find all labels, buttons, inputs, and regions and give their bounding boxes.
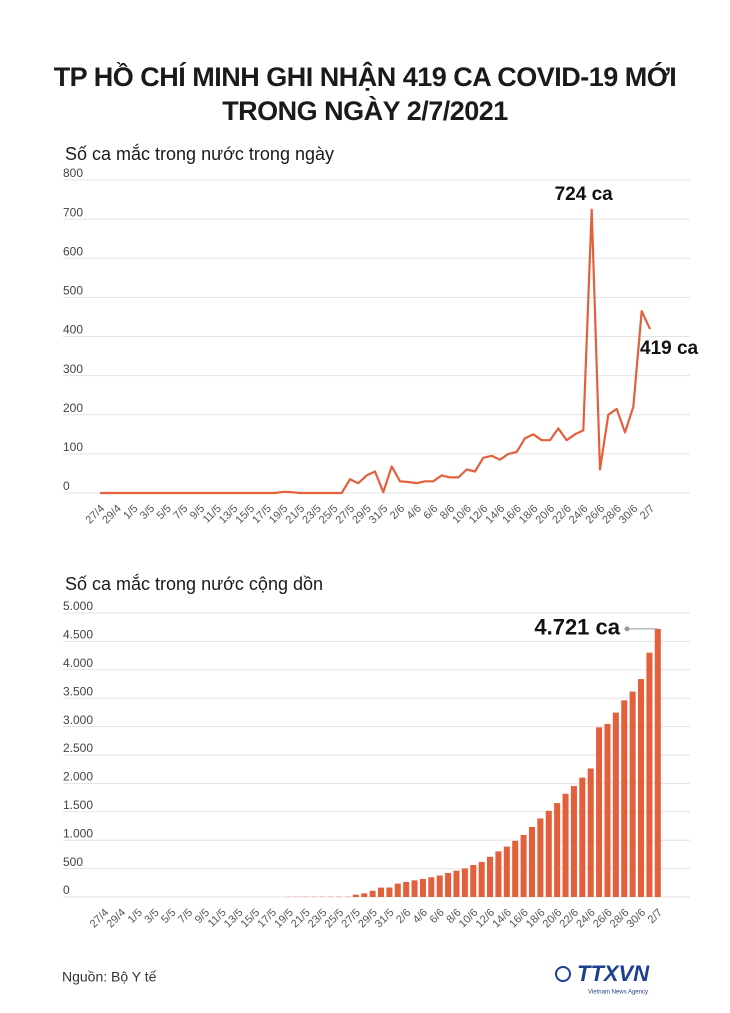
y-tick-label: 1.000 <box>63 826 93 840</box>
bar <box>403 881 410 897</box>
y-tick-label: 600 <box>63 244 83 258</box>
x-tick-label: 3/5 <box>138 503 157 522</box>
bar <box>596 727 603 897</box>
leader-dot <box>624 626 630 632</box>
y-tick-label: 2.500 <box>63 741 93 755</box>
y-tick-label: 300 <box>63 362 83 376</box>
bar <box>537 818 544 897</box>
bar <box>604 723 611 897</box>
bar <box>369 890 376 897</box>
bar <box>621 700 628 897</box>
x-tick-label: 2/6 <box>388 503 407 522</box>
y-tick-label: 0 <box>63 479 70 493</box>
x-tick-label: 4/6 <box>411 907 430 926</box>
bar <box>654 628 661 897</box>
x-tick-label: 5/5 <box>155 503 174 522</box>
bar <box>545 810 552 897</box>
x-tick-label: 6/6 <box>428 907 447 926</box>
line <box>100 208 651 495</box>
y-tick-label: 700 <box>63 205 83 219</box>
y-tick-label: 4.500 <box>63 628 93 642</box>
value-label: 724 ca <box>555 184 614 205</box>
bar <box>411 880 418 897</box>
x-tick-label: 1/5 <box>121 503 140 522</box>
bar <box>352 894 359 897</box>
bar <box>478 861 485 897</box>
y-tick-label: 500 <box>63 284 83 298</box>
x-tick-label: 29/4 <box>105 907 129 931</box>
bar <box>386 887 393 897</box>
bar <box>453 870 460 897</box>
x-tick-label: 6/6 <box>421 503 440 522</box>
bar <box>503 846 510 897</box>
bar <box>587 768 594 897</box>
bar <box>377 887 385 897</box>
x-tick-label: 30/6 <box>617 503 641 527</box>
y-tick-label: 3.000 <box>63 713 93 727</box>
source: Nguồn: Bộ Y tế <box>62 969 157 985</box>
bar <box>520 834 527 897</box>
logo-sub: Vietnam News Agency <box>588 990 648 996</box>
bar <box>570 786 577 897</box>
bar <box>487 856 494 897</box>
x-tick-label: 2/7 <box>646 907 665 926</box>
x-tick-label: 2/6 <box>394 907 413 926</box>
bar <box>470 865 477 897</box>
bar <box>428 877 435 897</box>
bar <box>361 893 368 897</box>
bar <box>528 826 536 897</box>
bar <box>394 883 401 897</box>
chart-subtitle: Số ca mắc trong nước trong ngày <box>65 143 334 164</box>
x-tick-label: 29/4 <box>100 503 124 527</box>
y-tick-label: 400 <box>63 323 83 337</box>
y-tick-label: 0 <box>63 883 70 897</box>
x-tick-label: 7/5 <box>171 503 190 522</box>
y-tick-label: 200 <box>63 401 83 415</box>
x-tick-label: 3/5 <box>142 907 161 926</box>
bar <box>638 679 645 897</box>
x-tick-label: 4/6 <box>405 503 424 522</box>
y-tick-label: 1.500 <box>63 798 93 812</box>
bar <box>629 691 636 897</box>
y-tick-label: 3.500 <box>63 684 93 698</box>
y-tick-label: 500 <box>63 855 83 869</box>
x-tick-label: 31/5 <box>367 503 391 527</box>
x-tick-label: 31/5 <box>373 907 397 931</box>
bar <box>419 878 426 897</box>
logo: TTXVN <box>577 961 650 986</box>
x-tick-label: 1/5 <box>126 907 145 926</box>
y-tick-label: 5.000 <box>63 599 93 613</box>
bar <box>554 803 561 897</box>
bar <box>579 777 586 897</box>
bar <box>445 872 452 897</box>
bar <box>646 652 653 897</box>
value-label: 4.721 ca <box>534 615 620 640</box>
y-tick-label: 100 <box>63 440 83 454</box>
y-tick-label: 2.000 <box>63 770 93 784</box>
bar <box>436 875 443 897</box>
chart-subtitle: Số ca mắc trong nước cộng dồn <box>65 573 323 594</box>
page-title: TP HỒ CHÍ MINH GHI NHẬN 419 CA COVID-19 … <box>53 62 677 126</box>
bar <box>562 793 569 897</box>
bar <box>461 868 468 897</box>
logo-mark <box>555 966 571 982</box>
bar <box>612 712 619 897</box>
bar <box>512 840 519 897</box>
value-label: 419 ca <box>640 338 699 359</box>
bar <box>495 851 502 897</box>
y-tick-label: 4.000 <box>63 656 93 670</box>
y-tick-label: 800 <box>63 166 83 180</box>
x-tick-label: 2/7 <box>638 503 657 522</box>
x-tick-label: 30/6 <box>625 907 649 931</box>
x-tick-label: 7/5 <box>176 907 195 926</box>
x-tick-label: 5/5 <box>159 907 178 926</box>
